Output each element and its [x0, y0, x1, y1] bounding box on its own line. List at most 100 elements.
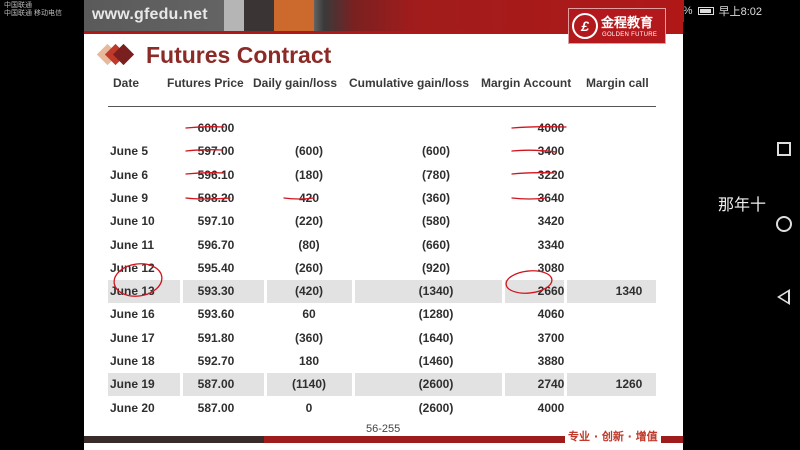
cell-divider — [352, 280, 355, 304]
cell-margin-call: 1340 — [615, 284, 643, 299]
cell-daily: (80) — [298, 237, 320, 252]
cell-price: 596.10 — [197, 167, 235, 182]
header-futures-price: Futures Price — [167, 76, 244, 90]
cell-divider — [264, 373, 267, 397]
cell-daily: (1140) — [291, 377, 327, 392]
carrier-line-1: 中国联通 — [4, 2, 32, 9]
cell-price: 587.00 — [197, 377, 235, 392]
cell-price: 596.70 — [197, 237, 235, 252]
cell-cumulative: (2600) — [418, 400, 454, 415]
cell-price: 597.10 — [197, 214, 235, 229]
page-number: 56-255 — [366, 423, 401, 435]
logo-english: GOLDEN FUTURE — [602, 32, 658, 38]
table-row: June 9 598.20 420 (360) 3640 — [108, 187, 656, 210]
cell-margin: 4000 — [537, 121, 565, 135]
cell-price: 587.00 — [197, 400, 235, 415]
table-row: June 11 596.70 (80) (660) 3340 — [108, 234, 656, 257]
cell-price: 600.00 — [197, 121, 235, 135]
footer-bar — [84, 436, 684, 443]
clock: 早上8:02 — [718, 6, 762, 18]
cell-cumulative: (1460) — [418, 354, 454, 368]
cell-price: 593.30 — [197, 284, 235, 299]
cell-cumulative: (580) — [421, 214, 450, 229]
cell-margin: 3420 — [537, 214, 565, 229]
cell-daily: (220) — [294, 214, 323, 229]
cell-margin: 4000 — [537, 400, 565, 415]
logo-emblem-icon: £ — [572, 13, 598, 39]
cell-divider — [180, 373, 183, 397]
header-rule — [108, 106, 656, 107]
header-divider — [84, 31, 684, 34]
table-row: June 6 596.10 (180) (780) 3220 — [108, 164, 656, 187]
battery-icon — [697, 7, 714, 15]
footer-accent — [264, 436, 684, 443]
cell-margin: 3340 — [537, 237, 565, 252]
cell-divider — [502, 280, 505, 304]
slide-title: Futures Contract — [146, 42, 332, 68]
cell-date: June 9 — [110, 190, 149, 205]
banner-block — [224, 0, 244, 31]
cell-price: 592.70 — [197, 354, 235, 368]
navigation-bar — [683, 22, 800, 450]
recent-apps-icon[interactable] — [777, 142, 791, 156]
slogan: 专业 · 创新 · 增值 — [565, 428, 661, 444]
cell-divider — [502, 373, 505, 397]
cell-margin: 2660 — [537, 284, 565, 299]
cell-daily: (260) — [294, 260, 323, 275]
cell-divider — [180, 280, 183, 304]
cell-margin: 3640 — [537, 190, 565, 205]
cell-daily: 60 — [302, 307, 316, 322]
cell-price: 591.80 — [197, 330, 235, 345]
header-daily-gain-loss: Daily gain/loss — [253, 76, 338, 90]
cell-daily: 420 — [298, 190, 320, 205]
cell-margin: 3220 — [537, 167, 565, 182]
cell-cumulative: (2600) — [418, 377, 454, 392]
cell-daily: (600) — [294, 144, 323, 159]
cell-daily: (360) — [294, 330, 323, 345]
cell-price: 598.20 — [197, 190, 235, 205]
cell-date: June 12 — [110, 260, 155, 275]
logo-chinese: 金程教育 — [601, 16, 654, 31]
presentation-slide: www.gfedu.net £ 金程教育 GOLDEN FUTURE Futur… — [84, 0, 684, 450]
cell-date: June 5 — [110, 144, 149, 159]
table-row: June 19 587.00 (1140) (2600) 2740 1260 — [108, 373, 656, 397]
cell-cumulative: (360) — [421, 190, 450, 205]
back-icon[interactable] — [777, 289, 790, 305]
carrier-line-2: 中国联通 移动电信 — [4, 10, 62, 17]
cell-margin-call: 1260 — [615, 377, 643, 392]
cell-cumulative: (1280) — [418, 307, 454, 322]
cell-divider — [564, 373, 567, 397]
cell-divider — [352, 373, 355, 397]
cell-cumulative: (780) — [421, 167, 450, 182]
cell-margin: 3080 — [537, 260, 565, 275]
cell-daily: (180) — [294, 167, 323, 182]
cell-cumulative: (920) — [421, 260, 450, 275]
header-date: Date — [113, 76, 140, 90]
banner-block — [244, 0, 274, 31]
overlay-caption: 那年十 — [718, 195, 767, 214]
cell-cumulative: (660) — [421, 237, 450, 252]
cell-cumulative: (1340) — [418, 284, 454, 299]
table-row: June 10 597.10 (220) (580) 3420 — [108, 210, 656, 233]
home-icon[interactable] — [776, 216, 792, 232]
cell-divider — [264, 280, 267, 304]
cell-daily: 180 — [298, 354, 320, 368]
diamond-bullet-icon — [96, 43, 135, 66]
cell-margin: 3700 — [537, 330, 565, 345]
cell-price: 593.60 — [197, 307, 235, 322]
header-margin-account: Margin Account — [481, 76, 572, 90]
banner-block — [274, 0, 314, 31]
cell-date: June 19 — [110, 377, 155, 392]
table-row: 600.00 4000 — [108, 117, 656, 140]
cell-daily: (420) — [294, 284, 323, 299]
table-row: June 12 595.40 (260) (920) 3080 — [108, 257, 656, 280]
cell-daily: 0 — [305, 400, 313, 415]
cell-cumulative: (600) — [421, 144, 450, 159]
cell-date: June 13 — [110, 284, 155, 299]
table-row: June 16 593.60 60 (1280) 4060 — [108, 303, 656, 326]
cell-divider — [564, 280, 567, 304]
table-row: June 17 591.80 (360) (1640) 3700 — [108, 327, 656, 350]
table-row: June 13 593.30 (420) (1340) 2660 1340 — [108, 280, 656, 304]
cell-price: 597.00 — [197, 144, 235, 159]
table-row: June 18 592.70 180 (1460) 3880 — [108, 350, 656, 373]
